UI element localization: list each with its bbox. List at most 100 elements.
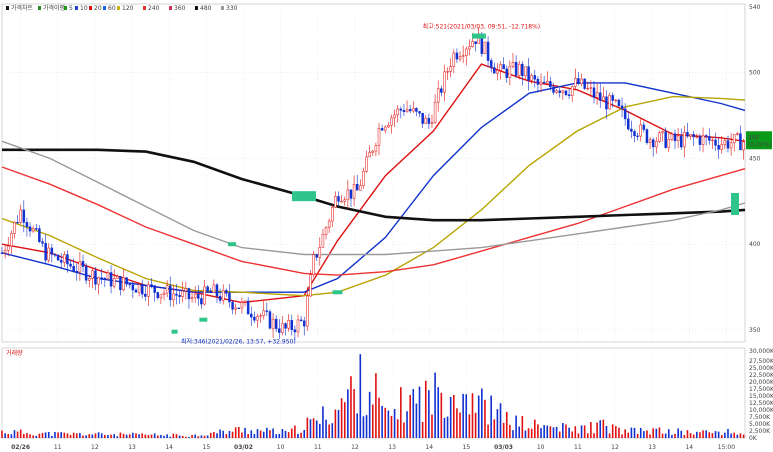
volume-bar — [35, 435, 38, 438]
candle-body — [698, 136, 702, 145]
candle-body — [670, 133, 674, 140]
volume-bar — [138, 434, 140, 438]
legend-swatch — [64, 6, 67, 10]
legend-swatch — [117, 6, 120, 10]
candle-body — [0, 252, 4, 254]
volume-bar — [474, 412, 477, 438]
volume-bar — [562, 423, 564, 438]
candle-body — [87, 278, 91, 281]
x-tick-label: 12 — [611, 444, 619, 451]
candle-body — [349, 189, 353, 199]
annotation-low: 최저:346(2021/02/26, 13:57, +32.950) — [181, 338, 296, 346]
volume-bar — [621, 434, 623, 438]
current-price-badge — [746, 131, 772, 150]
candle-body — [595, 92, 599, 98]
candle-body — [206, 286, 209, 292]
volume-bar — [66, 433, 69, 438]
candle-body — [443, 71, 446, 93]
legend-label: 360 — [174, 5, 186, 12]
volume-bar — [269, 430, 271, 438]
candle-body — [197, 294, 200, 299]
volume-bar — [421, 421, 424, 438]
candle-body — [633, 131, 636, 137]
volume-bar — [705, 430, 707, 438]
candle-body — [517, 63, 521, 76]
volume-bar — [515, 415, 517, 438]
volume-bar — [256, 429, 259, 438]
legend-swatch — [195, 6, 198, 10]
volume-bar — [331, 423, 334, 438]
candle-body — [178, 295, 181, 297]
candle-body — [346, 189, 350, 201]
base-marker — [332, 290, 343, 295]
volume-bar — [29, 434, 31, 438]
low-marker-2 — [199, 317, 208, 322]
x-tick-label: 12 — [351, 444, 359, 451]
candle-body — [623, 108, 627, 120]
volume-bar — [692, 434, 695, 438]
volume-tick-label: 25,000K — [749, 365, 773, 372]
candle-body — [533, 75, 537, 80]
volume-bar — [646, 430, 648, 438]
candle-body — [59, 259, 63, 263]
volume-bar — [322, 406, 324, 438]
volume-bar — [347, 389, 349, 438]
y-top-label: 540 — [749, 4, 761, 11]
ma-line-120 — [1, 95, 746, 297]
candle-body — [44, 243, 47, 261]
volume-bar — [605, 425, 608, 438]
volume-bar — [107, 435, 109, 438]
volume-bar — [546, 425, 549, 438]
volume-bar — [26, 433, 28, 438]
volume-bar — [481, 388, 483, 438]
candle-body — [147, 284, 150, 297]
candle-body — [714, 139, 717, 146]
candle-body — [377, 128, 381, 146]
candle-body — [664, 131, 667, 148]
volume-bar — [699, 432, 701, 438]
legend-label: 20 — [94, 5, 102, 12]
volume-bar — [228, 430, 231, 438]
volume-tick-label: 22,500K — [749, 372, 773, 379]
volume-bar — [431, 414, 433, 438]
volume-bar — [294, 425, 296, 438]
volume-bar — [10, 434, 13, 438]
legend-label: 480 — [200, 5, 212, 12]
candle-body — [243, 300, 247, 303]
legend-label: 120 — [122, 5, 134, 12]
candle-body — [567, 94, 571, 96]
volume-bar — [643, 431, 645, 438]
volume-bar — [197, 436, 200, 438]
volume-bar — [530, 428, 533, 438]
candle-body — [458, 56, 462, 60]
volume-bar — [213, 431, 215, 438]
volume-bar — [69, 434, 72, 438]
candle-body — [231, 301, 234, 310]
legend-label: 10 — [80, 5, 88, 12]
volume-bar — [253, 433, 256, 438]
volume-bar — [736, 434, 739, 438]
candle-body — [667, 139, 671, 148]
volume-tick-label: 15,000K — [749, 393, 773, 400]
ma-line-20 — [1, 63, 746, 304]
volume-bar — [534, 419, 536, 438]
volume-bar — [325, 419, 327, 438]
candle-body — [122, 277, 125, 291]
volume-bar — [415, 403, 418, 438]
volume-bar — [720, 434, 723, 438]
volume-bar — [287, 432, 290, 438]
volume-bar — [100, 433, 103, 438]
volume-bar — [7, 433, 10, 438]
volume-bar — [1, 430, 3, 438]
y-tick-label: 400 — [749, 241, 761, 248]
volume-bar — [518, 426, 521, 438]
volume-bar — [674, 433, 676, 438]
volume-bar — [368, 391, 371, 438]
volume-bar — [163, 435, 165, 438]
legend-swatch — [169, 6, 172, 10]
volume-bar — [378, 397, 380, 438]
candle-body — [424, 117, 427, 124]
volume-bar — [32, 435, 34, 438]
candle-body — [405, 109, 409, 112]
candle-body — [306, 295, 309, 327]
